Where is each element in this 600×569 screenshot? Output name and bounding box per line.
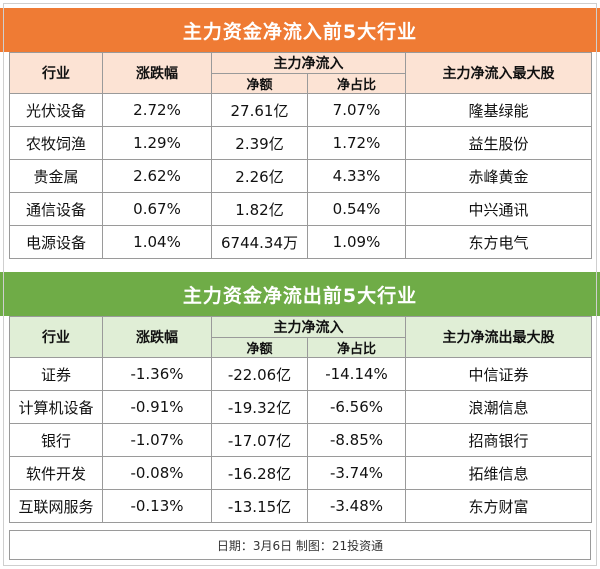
cell-ratio: 4.33% (307, 159, 406, 193)
header-change: 涨跌幅 (102, 316, 212, 358)
table-row: 互联网服务 -0.13% -13.15亿 -3.48% 东方财富 (9, 489, 592, 523)
cell-net: -19.32亿 (211, 390, 308, 424)
table-row: 软件开发 -0.08% -16.28亿 -3.74% 拓维信息 (9, 456, 592, 490)
table-row: 证券 -1.36% -22.06亿 -14.14% 中信证券 (9, 357, 592, 391)
outflow-header-row: 行业 涨跌幅 主力净流入 主力净流出最大股 (9, 316, 592, 358)
cell-stock: 东方财富 (405, 489, 592, 523)
cell-stock: 中信证券 (405, 357, 592, 391)
cell-net: 27.61亿 (211, 93, 308, 127)
cell-stock: 浪潮信息 (405, 390, 592, 424)
outflow-subheader-row: 净额 净占比 (10, 337, 592, 358)
outflow-table: 行业 涨跌幅 主力净流入 主力净流出最大股 净额 净占比 证券 -1.36% -… (9, 316, 592, 523)
cell-change: 0.67% (102, 192, 212, 226)
cell-stock: 益生股份 (405, 126, 592, 160)
header-industry: 行业 (9, 316, 103, 358)
cell-net: -22.06亿 (211, 357, 308, 391)
header-net-ratio: 净占比 (307, 337, 406, 358)
header-top-stock: 主力净流出最大股 (405, 316, 592, 358)
cell-industry: 电源设备 (9, 225, 103, 259)
cell-ratio: 0.54% (307, 192, 406, 226)
table-row: 贵金属 2.62% 2.26亿 4.33% 赤峰黄金 (9, 159, 592, 193)
cell-net: 2.39亿 (211, 126, 308, 160)
cell-ratio: -6.56% (307, 390, 406, 424)
cell-stock: 隆基绿能 (405, 93, 592, 127)
cell-ratio: -8.85% (307, 423, 406, 457)
cell-industry: 银行 (9, 423, 103, 457)
cell-change: -0.91% (102, 390, 212, 424)
header-net-amount: 净额 (211, 337, 308, 358)
cell-industry: 贵金属 (9, 159, 103, 193)
cell-ratio: 7.07% (307, 93, 406, 127)
outflow-title: 主力资金净流出前5大行业 (0, 272, 600, 316)
cell-change: -0.08% (102, 456, 212, 490)
header-main-net: 主力净流入 (211, 52, 406, 74)
header-main-net: 主力净流入 (211, 316, 406, 338)
cell-ratio: 1.09% (307, 225, 406, 259)
cell-change: -1.36% (102, 357, 212, 391)
header-net-ratio: 净占比 (307, 73, 406, 94)
cell-ratio: -3.48% (307, 489, 406, 523)
table-row: 通信设备 0.67% 1.82亿 0.54% 中兴通讯 (9, 192, 592, 226)
table-row: 银行 -1.07% -17.07亿 -8.85% 招商银行 (9, 423, 592, 457)
inflow-header-row: 行业 涨跌幅 主力净流入 主力净流入最大股 (9, 52, 592, 94)
cell-industry: 计算机设备 (9, 390, 103, 424)
table-row: 农牧饲渔 1.29% 2.39亿 1.72% 益生股份 (9, 126, 592, 160)
cell-stock: 招商银行 (405, 423, 592, 457)
cell-stock: 拓维信息 (405, 456, 592, 490)
header-top-stock: 主力净流入最大股 (405, 52, 592, 94)
cell-net: -13.15亿 (211, 489, 308, 523)
cell-industry: 通信设备 (9, 192, 103, 226)
cell-change: 1.04% (102, 225, 212, 259)
cell-ratio: -14.14% (307, 357, 406, 391)
header-industry: 行业 (9, 52, 103, 94)
cell-net: -16.28亿 (211, 456, 308, 490)
cell-net: 6744.34万 (211, 225, 308, 259)
table-row: 计算机设备 -0.91% -19.32亿 -6.56% 浪潮信息 (9, 390, 592, 424)
header-change: 涨跌幅 (102, 52, 212, 94)
inflow-table: 行业 涨跌幅 主力净流入 主力净流入最大股 净额 净占比 光伏设备 2.72% … (9, 52, 592, 259)
cell-industry: 软件开发 (9, 456, 103, 490)
cell-stock: 赤峰黄金 (405, 159, 592, 193)
cell-ratio: -3.74% (307, 456, 406, 490)
cell-industry: 农牧饲渔 (9, 126, 103, 160)
cell-industry: 光伏设备 (9, 93, 103, 127)
cell-stock: 中兴通讯 (405, 192, 592, 226)
footer-caption: 日期：3月6日 制图：21投资通 (9, 530, 591, 560)
cell-stock: 东方电气 (405, 225, 592, 259)
cell-change: 2.62% (102, 159, 212, 193)
cell-change: -0.13% (102, 489, 212, 523)
cell-net: 1.82亿 (211, 192, 308, 226)
cell-change: 1.29% (102, 126, 212, 160)
cell-change: 2.72% (102, 93, 212, 127)
header-net-amount: 净额 (211, 73, 308, 94)
cell-net: -17.07亿 (211, 423, 308, 457)
inflow-title: 主力资金净流入前5大行业 (0, 8, 600, 52)
table-row: 光伏设备 2.72% 27.61亿 7.07% 隆基绿能 (9, 93, 592, 127)
cell-net: 2.26亿 (211, 159, 308, 193)
cell-ratio: 1.72% (307, 126, 406, 160)
table-row: 电源设备 1.04% 6744.34万 1.09% 东方电气 (9, 225, 592, 259)
cell-industry: 互联网服务 (9, 489, 103, 523)
inflow-subheader-row: 净额 净占比 (10, 73, 592, 94)
cell-change: -1.07% (102, 423, 212, 457)
cell-industry: 证券 (9, 357, 103, 391)
